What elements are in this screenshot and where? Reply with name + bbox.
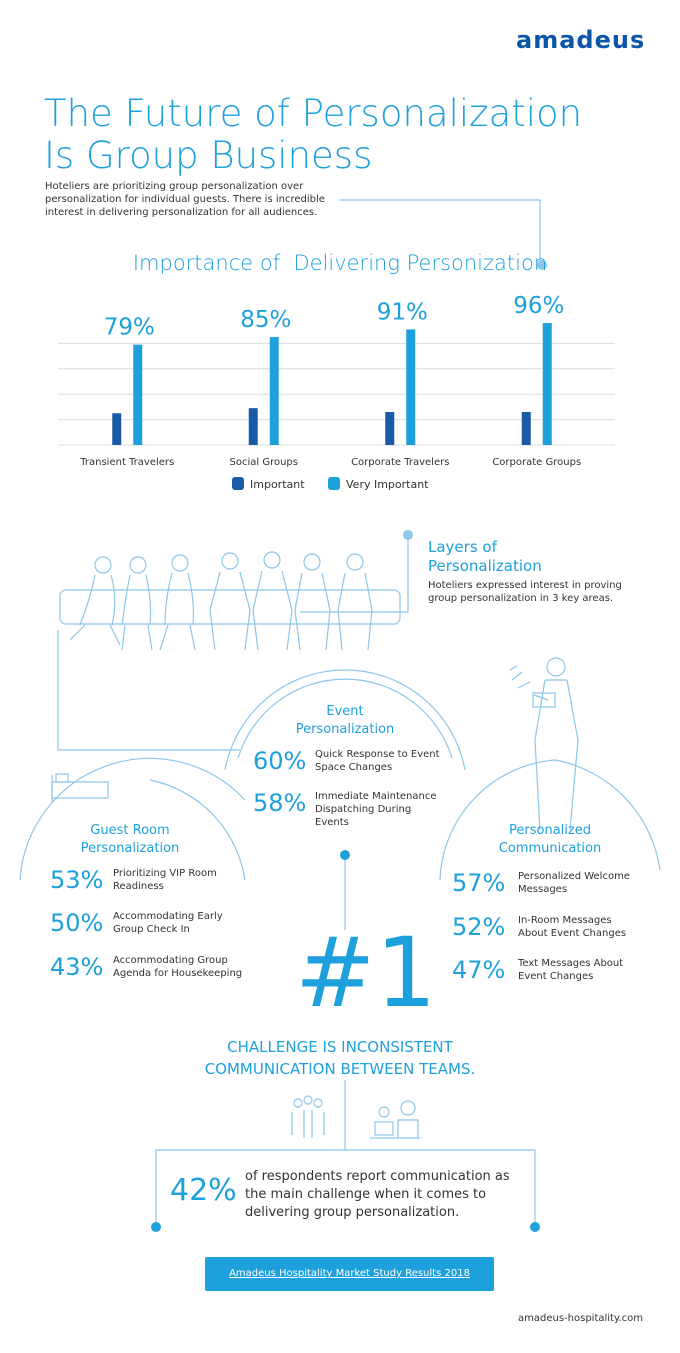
legend-swatch (328, 477, 340, 490)
arc (554, 759, 661, 871)
stat-text: Accommodating Early Group Check In (113, 911, 223, 935)
stat-text: Text Messages About Event Changes (518, 958, 624, 982)
x-tick-label: Transient Travelers (79, 457, 174, 468)
stat-text: Immediate Maintenance Dispatching During… (315, 791, 437, 828)
layers-text: Hoteliers expressed interest in proving … (428, 580, 622, 604)
bar (269, 337, 279, 445)
section-title: Event Personalization (295, 704, 395, 737)
value-label: 85% (240, 307, 291, 333)
rank: #1 (295, 917, 437, 1029)
value-label: 79% (104, 315, 155, 341)
dot (537, 260, 547, 270)
value-label: 96% (513, 293, 564, 319)
people (69, 551, 373, 651)
value-label: 91% (377, 299, 428, 325)
frame (155, 1149, 536, 1225)
stat-text: Quick Response to Event Space Changes (315, 749, 440, 773)
challenge-text: CHALLENGE IS INCONSISTENT COMMUNICATION … (204, 1038, 476, 1078)
stat: 60% (253, 747, 307, 775)
chart-title: Importance of Delivering Personization (133, 251, 547, 275)
team-icons (291, 1095, 420, 1139)
bar (406, 329, 416, 445)
challenge-stat: 42% (170, 1173, 237, 1208)
layers-title: Layers of Personalization (428, 538, 542, 575)
link-button[interactable] (205, 1257, 494, 1291)
dots (151, 850, 540, 1232)
arc (19, 757, 246, 881)
bar (385, 411, 395, 445)
legend-swatch (232, 477, 244, 490)
arc (224, 669, 466, 771)
bar (521, 411, 531, 445)
dot (530, 1222, 540, 1232)
stat: 58% (253, 789, 307, 817)
x-tick-label: Social Groups (230, 457, 298, 468)
dots (403, 260, 547, 540)
bar (112, 413, 122, 445)
stat-text: Accommodating Group Agenda for Housekeep… (113, 955, 243, 979)
decorations (19, 199, 661, 1225)
standing-man (509, 657, 579, 831)
stat-text: Prioritizing VIP Room Readiness (113, 868, 217, 892)
bar (133, 344, 143, 445)
arc (439, 759, 556, 881)
connector (340, 199, 541, 262)
stat: 50% (50, 909, 104, 937)
legend-label: Very Important (346, 478, 429, 491)
stat: 47% (452, 956, 506, 984)
connector (300, 535, 409, 613)
stat: 57% (452, 869, 506, 897)
legend-label: Important (250, 478, 305, 491)
title-line: The Future of Personalization (44, 92, 583, 135)
stat-text: Personalized Welcome Messages (518, 871, 630, 895)
link-text[interactable]: Amadeus Hospitality Market Study Results… (229, 1268, 470, 1279)
footer: amadeus-hospitality.com (518, 1313, 643, 1324)
dot (151, 1222, 161, 1232)
bed-icon (51, 773, 109, 802)
stat: 43% (50, 953, 104, 981)
section-title: Guest Room Personalization (80, 823, 180, 856)
arc (149, 779, 246, 881)
stat: 53% (50, 866, 104, 894)
logo: amadeus (516, 26, 646, 54)
arc (237, 678, 453, 759)
bar (248, 408, 258, 445)
stat-text: In-Room Messages About Event Changes (518, 915, 627, 939)
connector (57, 630, 240, 751)
intro: Hoteliers are prioritizing group persona… (45, 181, 325, 218)
x-tick-label: Corporate Travelers (351, 457, 449, 468)
stat: 52% (452, 913, 506, 941)
challenge-detail: of respondents report communication as t… (245, 1169, 510, 1220)
dot (340, 850, 350, 860)
dot (403, 530, 413, 540)
x-tick-label: Corporate Groups (492, 457, 581, 468)
section-title: Personalized Communication (498, 823, 602, 856)
title-line: Is Group Business (44, 134, 373, 177)
bar (542, 323, 552, 445)
bench (59, 589, 401, 625)
